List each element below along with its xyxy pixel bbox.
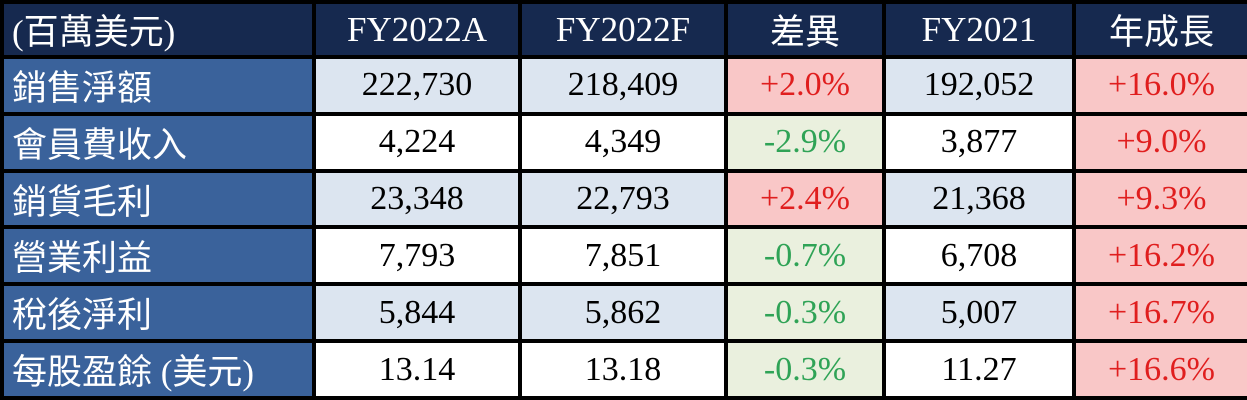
fy2021-cell: 3,877 <box>882 111 1076 173</box>
row-label: 每股盈餘 (美元) <box>0 339 316 400</box>
row-label: 銷售淨額 <box>0 55 316 116</box>
table-row: 銷貨毛利 23,348 22,793 +2.4% 21,368 +9.3% <box>0 168 1247 230</box>
col-header-fy2022f: FY2022F <box>518 0 728 59</box>
table-body: 銷售淨額 222,730 218,409 +2.0% 192,052 +16.0% 會員費收… <box>0 55 1247 400</box>
col-header-fy2021: FY2021 <box>882 0 1076 59</box>
yoy-cell: +16.6% <box>1072 339 1247 400</box>
fy2022a-cell: 5,844 <box>312 282 522 344</box>
diff-cell: -0.3% <box>724 339 886 400</box>
table-header: (百萬美元) FY2022A FY2022F 差異 FY2021 年成長 <box>0 0 1247 59</box>
fy2022a-cell: 23,348 <box>312 168 522 230</box>
yoy-cell: +16.0% <box>1072 55 1247 116</box>
fy2021-cell: 21,368 <box>882 168 1076 230</box>
table-row: 銷售淨額 222,730 218,409 +2.0% 192,052 +16.0% <box>0 55 1247 116</box>
fy2021-cell: 192,052 <box>882 55 1076 116</box>
diff-cell: +2.0% <box>724 55 886 116</box>
yoy-cell: +9.3% <box>1072 168 1247 230</box>
table-row: 稅後淨利 5,844 5,862 -0.3% 5,007 +16.7% <box>0 282 1247 344</box>
col-header-diff: 差異 <box>724 0 886 59</box>
table-row: 每股盈餘 (美元) 13.14 13.18 -0.3% 11.27 +16.6% <box>0 339 1247 400</box>
fy2022f-cell: 218,409 <box>518 55 728 116</box>
fy2022f-cell: 4,349 <box>518 111 728 173</box>
fy2022f-cell: 22,793 <box>518 168 728 230</box>
diff-cell: -0.7% <box>724 225 886 287</box>
fy2022f-cell: 13.18 <box>518 339 728 400</box>
diff-cell: +2.4% <box>724 168 886 230</box>
fy2022a-cell: 13.14 <box>312 339 522 400</box>
fy2022f-cell: 5,862 <box>518 282 728 344</box>
yoy-cell: +16.2% <box>1072 225 1247 287</box>
row-label: 銷貨毛利 <box>0 168 316 230</box>
col-header-yoy: 年成長 <box>1072 0 1247 59</box>
fy2022a-cell: 222,730 <box>312 55 522 116</box>
header-row: (百萬美元) FY2022A FY2022F 差異 FY2021 年成長 <box>0 0 1247 59</box>
col-header-fy2022a: FY2022A <box>312 0 522 59</box>
unit-label: (百萬美元) <box>0 0 316 59</box>
fy2022f-cell: 7,851 <box>518 225 728 287</box>
row-label: 營業利益 <box>0 225 316 287</box>
fy2021-cell: 5,007 <box>882 282 1076 344</box>
fy2022a-cell: 4,224 <box>312 111 522 173</box>
fy2022a-cell: 7,793 <box>312 225 522 287</box>
diff-cell: -2.9% <box>724 111 886 173</box>
row-label: 會員費收入 <box>0 111 316 173</box>
yoy-cell: +16.7% <box>1072 282 1247 344</box>
fy2021-cell: 6,708 <box>882 225 1076 287</box>
table-row: 會員費收入 4,224 4,349 -2.9% 3,877 +9.0% <box>0 111 1247 173</box>
yoy-cell: +9.0% <box>1072 111 1247 173</box>
row-label: 稅後淨利 <box>0 282 316 344</box>
table-row: 營業利益 7,793 7,851 -0.7% 6,708 +16.2% <box>0 225 1247 287</box>
fy2021-cell: 11.27 <box>882 339 1076 400</box>
diff-cell: -0.3% <box>724 282 886 344</box>
